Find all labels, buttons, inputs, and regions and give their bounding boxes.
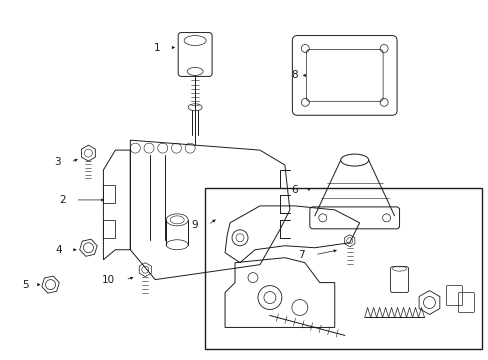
Text: 7: 7 bbox=[298, 250, 304, 260]
Text: 1: 1 bbox=[153, 42, 160, 53]
Text: 4: 4 bbox=[56, 245, 62, 255]
Text: 3: 3 bbox=[54, 157, 61, 167]
Text: 8: 8 bbox=[291, 71, 297, 80]
Text: 10: 10 bbox=[102, 275, 115, 285]
Text: 6: 6 bbox=[291, 185, 297, 195]
Bar bbox=[204, 188, 481, 349]
Text: 9: 9 bbox=[191, 220, 198, 230]
Text: 2: 2 bbox=[59, 195, 65, 205]
Bar bbox=[103, 185, 115, 203]
Bar bbox=[103, 220, 115, 238]
Text: 5: 5 bbox=[22, 280, 29, 289]
